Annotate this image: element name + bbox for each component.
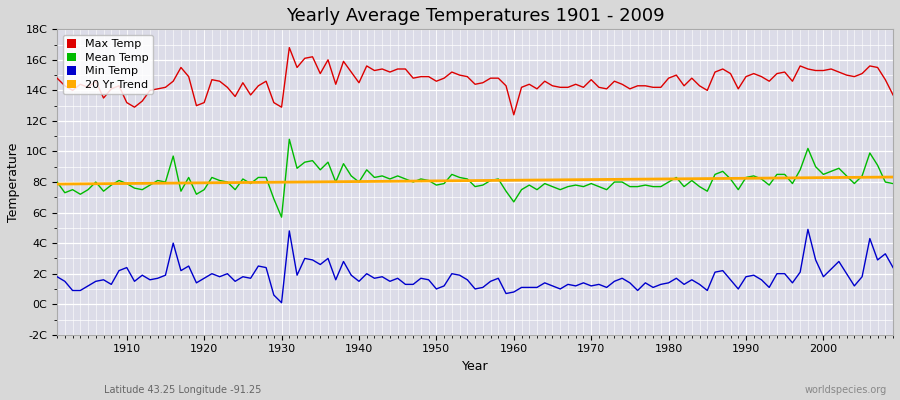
X-axis label: Year: Year (462, 360, 489, 373)
Text: worldspecies.org: worldspecies.org (805, 385, 886, 395)
Y-axis label: Temperature: Temperature (7, 142, 20, 222)
Text: Latitude 43.25 Longitude -91.25: Latitude 43.25 Longitude -91.25 (104, 385, 261, 395)
Legend: Max Temp, Mean Temp, Min Temp, 20 Yr Trend: Max Temp, Mean Temp, Min Temp, 20 Yr Tre… (63, 35, 153, 94)
Title: Yearly Average Temperatures 1901 - 2009: Yearly Average Temperatures 1901 - 2009 (286, 7, 664, 25)
